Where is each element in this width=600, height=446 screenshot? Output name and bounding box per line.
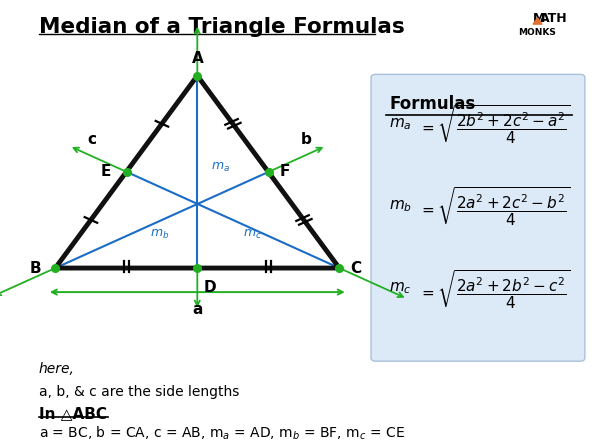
Text: a = BC, b = CA, c = AB, m$_a$ = AD, m$_b$ = BF, m$_c$ = CE: a = BC, b = CA, c = AB, m$_a$ = AD, m$_b… <box>38 424 404 442</box>
Text: MONKS: MONKS <box>518 28 556 37</box>
Text: $= \sqrt{\dfrac{2b^2+2c^2-a^2}{4}}$: $= \sqrt{\dfrac{2b^2+2c^2-a^2}{4}}$ <box>419 103 571 145</box>
Text: ATH: ATH <box>540 12 568 25</box>
Text: $m_b$: $m_b$ <box>149 228 169 241</box>
FancyBboxPatch shape <box>371 74 585 361</box>
Text: c: c <box>87 132 96 147</box>
Text: $= \sqrt{\dfrac{2a^2+2b^2-c^2}{4}}$: $= \sqrt{\dfrac{2a^2+2b^2-c^2}{4}}$ <box>419 268 571 310</box>
Text: $m_a$: $m_a$ <box>211 161 230 174</box>
Text: M: M <box>533 12 545 25</box>
Text: Median of a Triangle Formulas: Median of a Triangle Formulas <box>38 17 404 37</box>
Text: E: E <box>101 165 111 179</box>
Text: $m_b$: $m_b$ <box>389 198 413 214</box>
Text: $= \sqrt{\dfrac{2a^2+2c^2-b^2}{4}}$: $= \sqrt{\dfrac{2a^2+2c^2-b^2}{4}}$ <box>419 186 571 227</box>
Text: Formulas: Formulas <box>389 95 476 112</box>
Text: here,: here, <box>38 362 74 376</box>
Text: F: F <box>280 165 290 179</box>
Text: b: b <box>301 132 311 147</box>
Text: C: C <box>350 260 362 276</box>
Text: $m_c$: $m_c$ <box>389 281 412 297</box>
Text: In △ABC: In △ABC <box>38 406 107 421</box>
Text: $m_a$: $m_a$ <box>389 116 412 132</box>
Text: $m_c$: $m_c$ <box>243 228 262 241</box>
Text: D: D <box>204 280 217 295</box>
Text: B: B <box>30 260 41 276</box>
Text: a: a <box>192 301 202 317</box>
Text: A: A <box>191 51 203 66</box>
Text: a, b, & c are the side lengths: a, b, & c are the side lengths <box>38 385 239 399</box>
Polygon shape <box>533 18 542 24</box>
